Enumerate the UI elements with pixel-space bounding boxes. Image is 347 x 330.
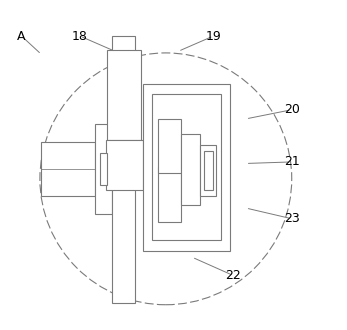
Bar bbox=[143, 83, 230, 251]
Bar bbox=[200, 145, 217, 196]
Text: A: A bbox=[17, 29, 26, 43]
Bar bbox=[158, 167, 181, 222]
Bar bbox=[181, 134, 200, 205]
Bar bbox=[95, 123, 112, 214]
Bar bbox=[152, 94, 221, 240]
Bar bbox=[100, 153, 108, 185]
Text: 18: 18 bbox=[72, 29, 88, 43]
Bar bbox=[112, 36, 135, 303]
Bar bbox=[106, 141, 143, 189]
Text: 19: 19 bbox=[205, 29, 221, 43]
Bar bbox=[108, 50, 141, 141]
Text: 21: 21 bbox=[284, 155, 299, 168]
Text: 23: 23 bbox=[284, 212, 299, 225]
Text: 22: 22 bbox=[226, 269, 241, 282]
Bar bbox=[41, 142, 95, 196]
Bar bbox=[158, 119, 181, 173]
Text: 20: 20 bbox=[284, 103, 300, 116]
Bar bbox=[204, 151, 213, 189]
